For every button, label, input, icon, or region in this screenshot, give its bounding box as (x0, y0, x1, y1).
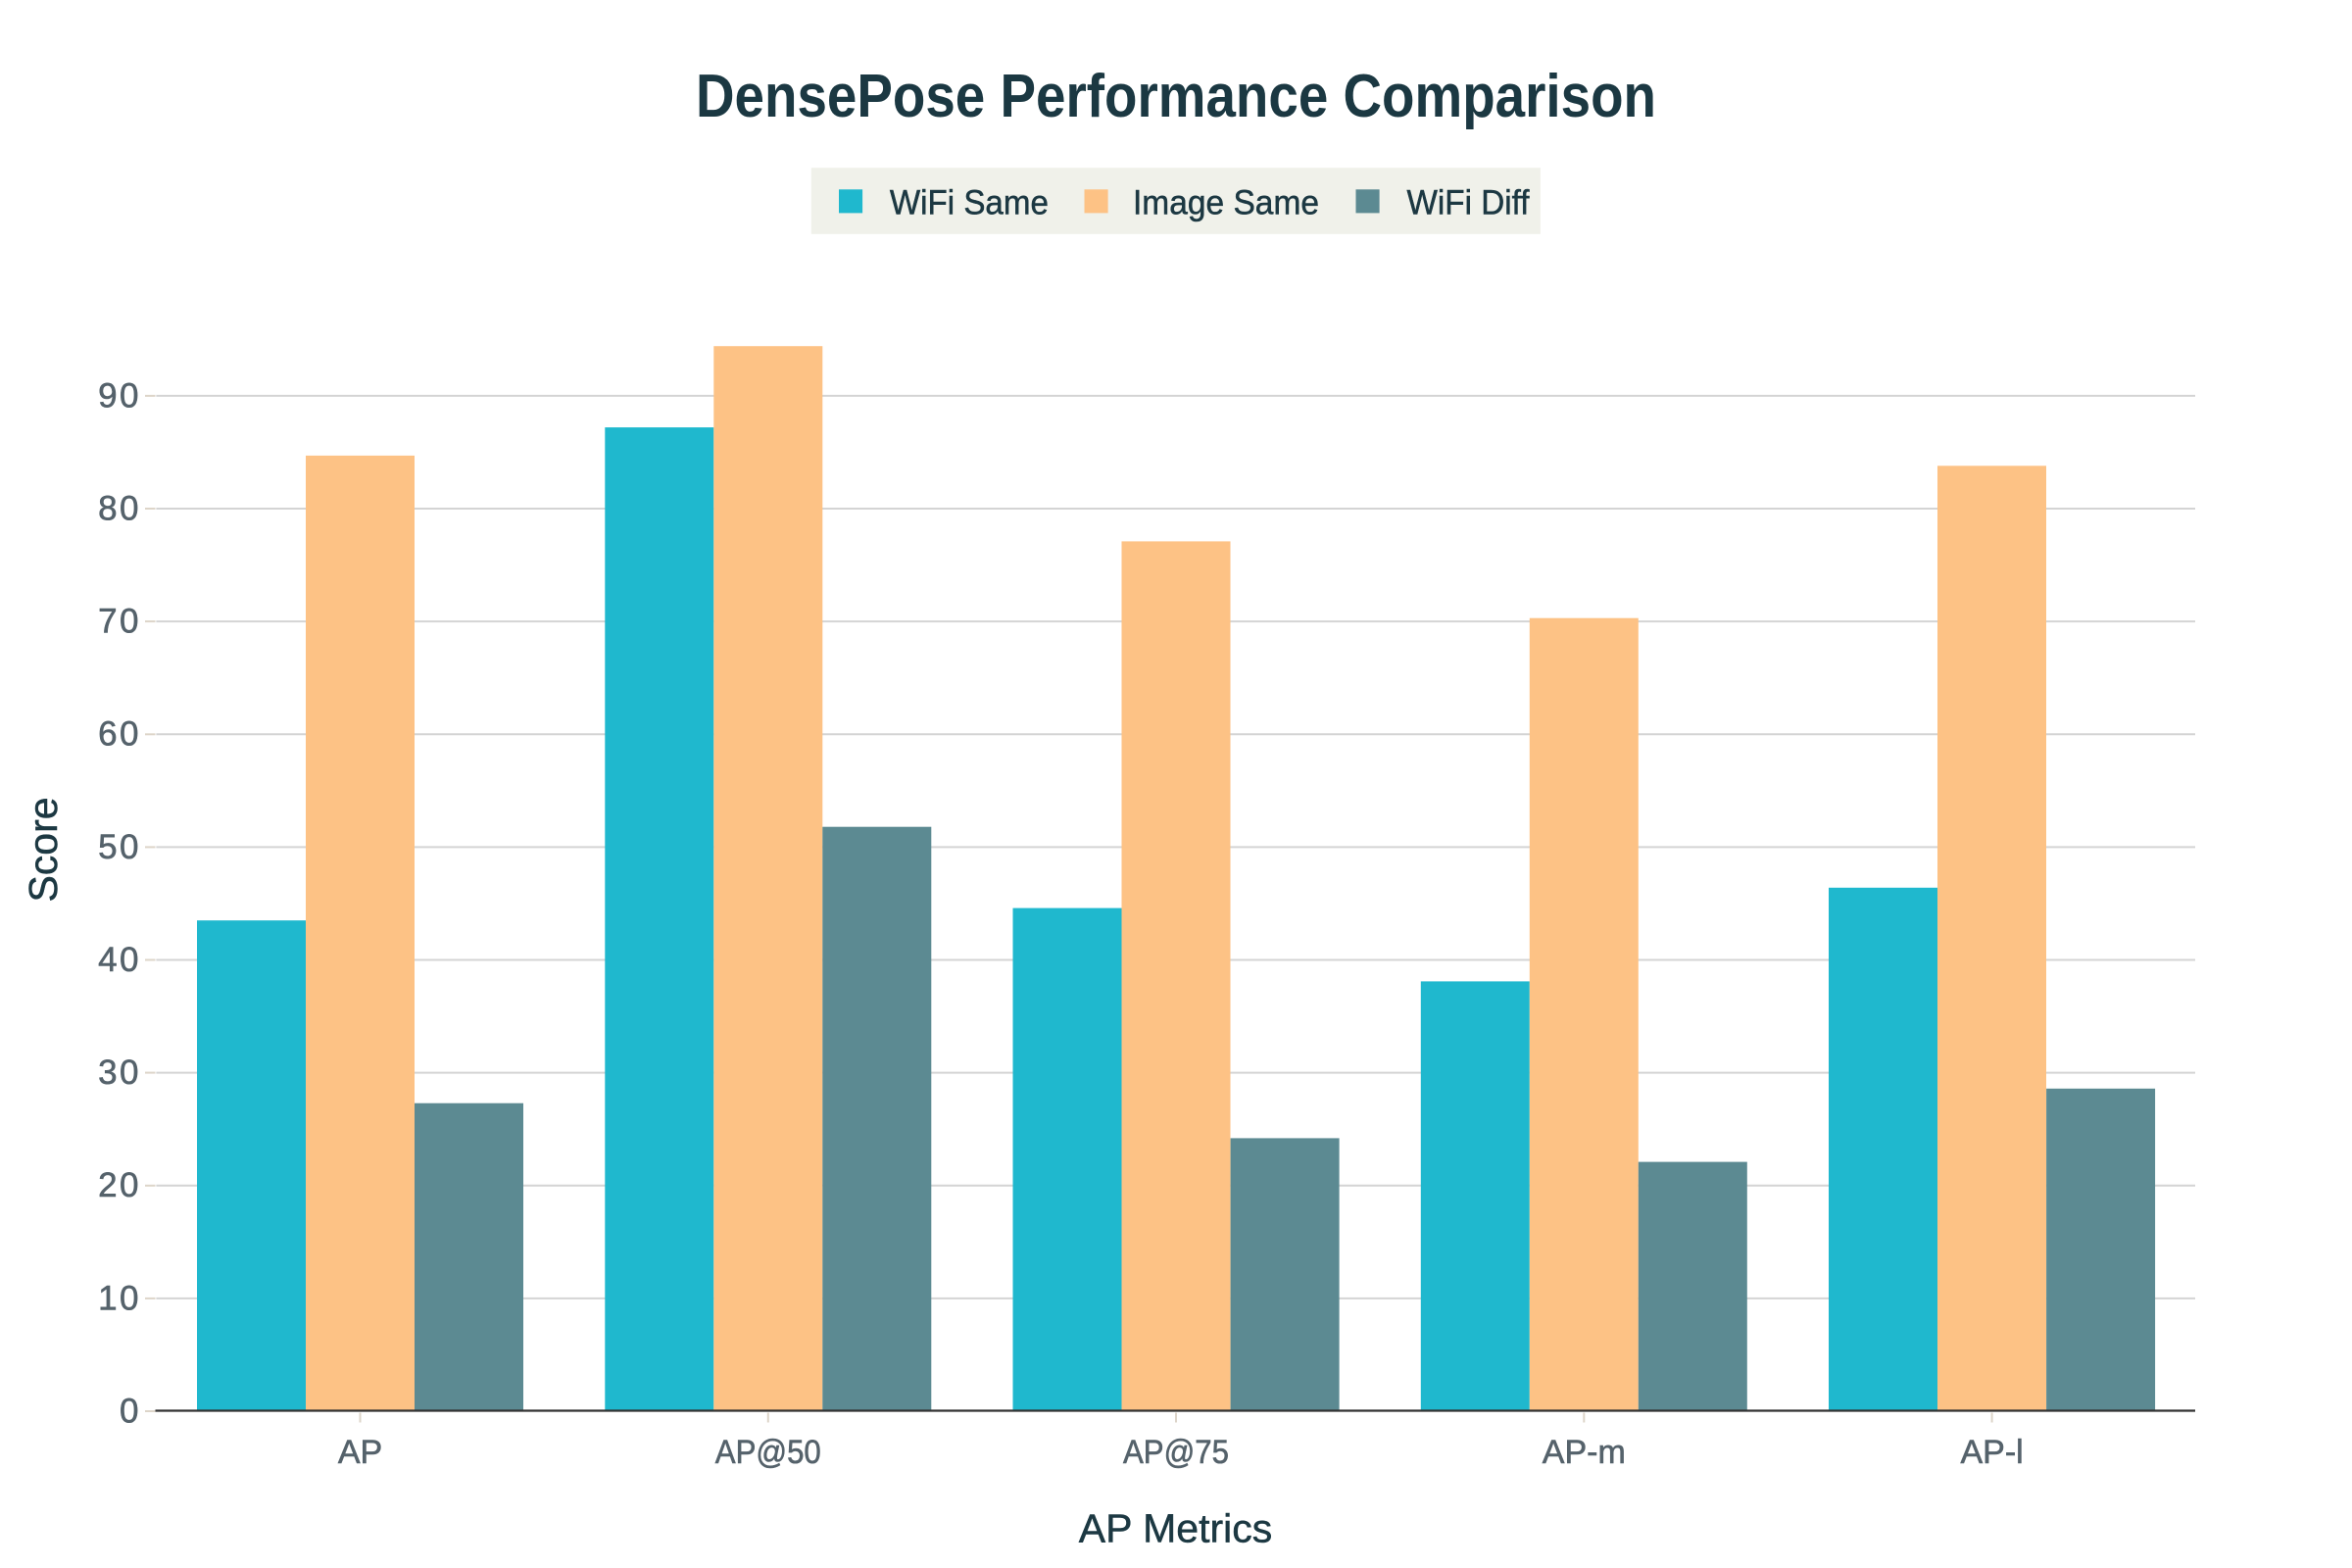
svg-text:90: 90 (98, 376, 141, 415)
svg-text:Score: Score (21, 797, 66, 902)
svg-text:AP@50: AP@50 (715, 1434, 821, 1471)
svg-text:50: 50 (98, 828, 141, 866)
svg-text:20: 20 (98, 1166, 141, 1204)
svg-text:AP-l: AP-l (1960, 1434, 2023, 1471)
svg-text:AP-m: AP-m (1543, 1434, 1626, 1471)
svg-text:70: 70 (98, 603, 141, 641)
svg-text:80: 80 (98, 489, 141, 527)
svg-text:40: 40 (98, 941, 141, 979)
svg-text:0: 0 (120, 1392, 141, 1430)
svg-text:AP@75: AP@75 (1123, 1434, 1229, 1471)
svg-text:10: 10 (98, 1279, 141, 1317)
svg-text:AP: AP (338, 1434, 382, 1471)
svg-text:WiFi Same: WiFi Same (890, 183, 1049, 221)
svg-text:AP Metrics: AP Metrics (1079, 1506, 1272, 1551)
svg-text:DensePose Performance Comparis: DensePose Performance Comparison (696, 62, 1656, 130)
svg-text:Image Same: Image Same (1133, 183, 1319, 221)
svg-text:60: 60 (98, 715, 141, 754)
svg-text:30: 30 (98, 1054, 141, 1092)
svg-text:WiFi Diff: WiFi Diff (1407, 183, 1530, 221)
